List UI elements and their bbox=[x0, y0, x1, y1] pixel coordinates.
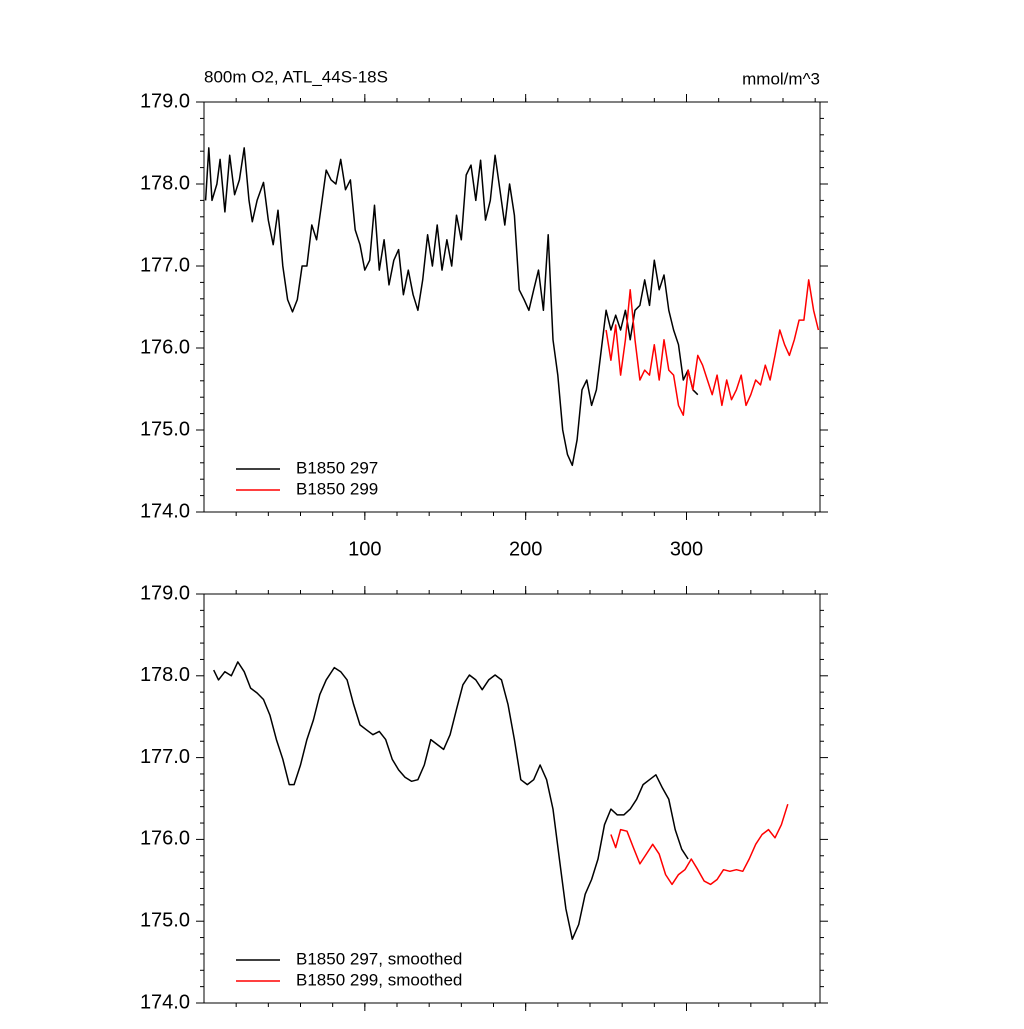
y-tick-label: 179.0 bbox=[140, 582, 190, 604]
legend-label: B1850 297 bbox=[296, 458, 378, 477]
data-line bbox=[213, 661, 689, 940]
plot-frame bbox=[203, 101, 821, 513]
chart-title: 800m O2, ATL_44S-18S bbox=[204, 67, 388, 86]
y-tick-label: 176.0 bbox=[140, 336, 190, 358]
x-tick-label: 300 bbox=[670, 538, 703, 560]
y-tick-label: 177.0 bbox=[140, 746, 190, 768]
y-tick-label: 175.0 bbox=[140, 909, 190, 931]
y-tick-label: 179.0 bbox=[140, 90, 190, 112]
units-label: mmol/m^3 bbox=[742, 69, 820, 88]
data-line bbox=[610, 803, 789, 886]
legend-label: B1850 299 bbox=[296, 479, 378, 498]
y-tick-label: 175.0 bbox=[140, 418, 190, 440]
x-tick-label: 200 bbox=[509, 538, 542, 560]
x-tick-label: 100 bbox=[348, 538, 381, 560]
data-line bbox=[204, 147, 699, 467]
data-line bbox=[605, 279, 820, 416]
y-tick-label: 177.0 bbox=[140, 254, 190, 276]
y-tick-label: 174.0 bbox=[140, 500, 190, 522]
y-tick-label: 178.0 bbox=[140, 172, 190, 194]
legend-label: B1850 299, smoothed bbox=[296, 970, 462, 989]
y-tick-label: 174.0 bbox=[140, 991, 190, 1013]
legend-label: B1850 297, smoothed bbox=[296, 949, 462, 968]
plot-frame bbox=[203, 593, 821, 1004]
y-tick-label: 176.0 bbox=[140, 828, 190, 850]
y-tick-label: 178.0 bbox=[140, 664, 190, 686]
